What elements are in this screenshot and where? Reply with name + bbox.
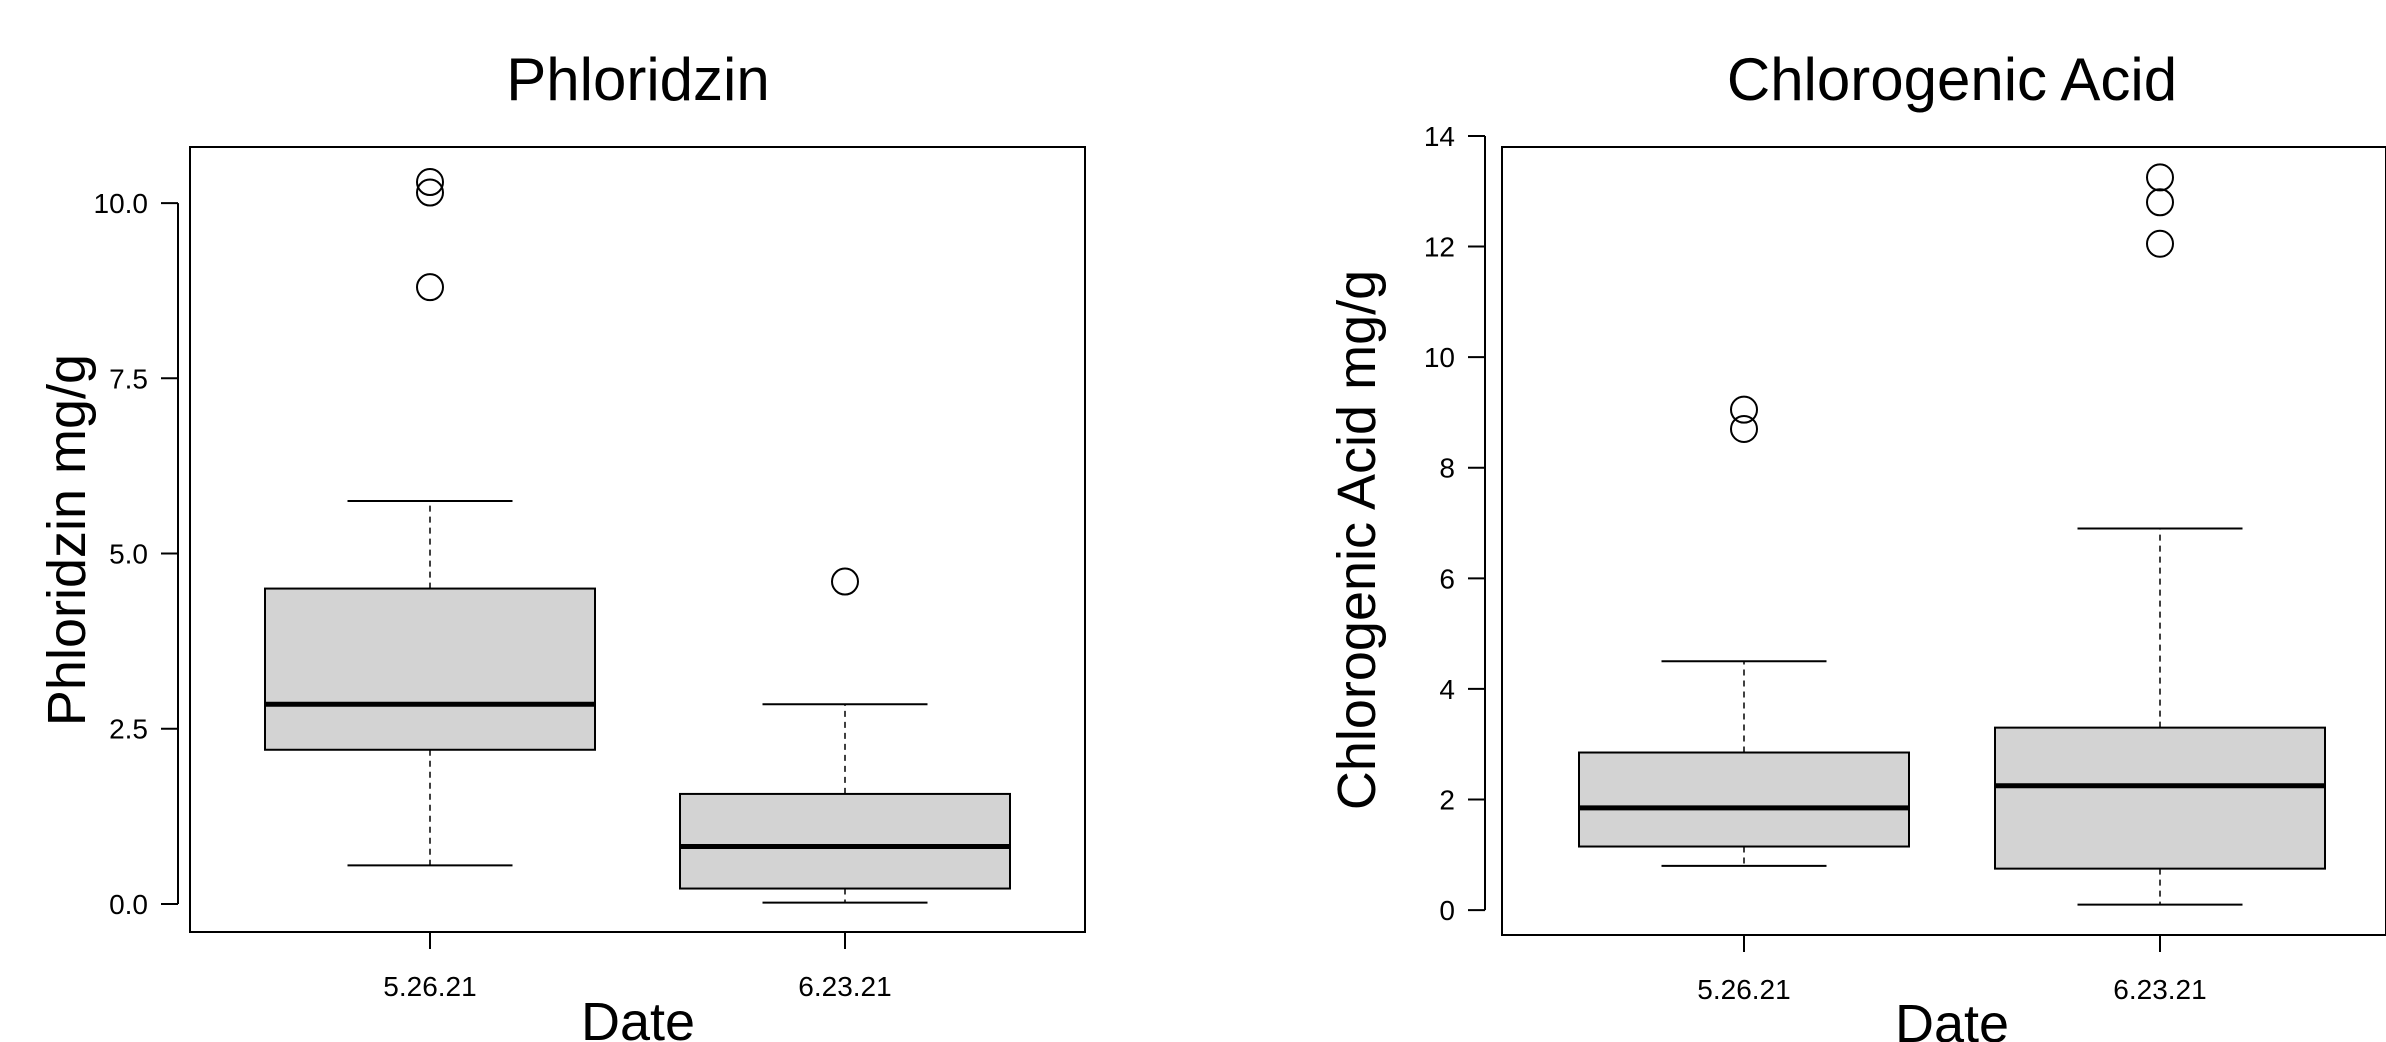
y-tick-label: 0: [1439, 895, 1455, 926]
y-tick-label: 5.0: [109, 539, 148, 570]
plot-frame: [1501, 146, 2386, 936]
y-axis-title: Phloridzin mg/g: [37, 354, 97, 726]
outlier-point: [416, 273, 444, 302]
y-tick-label: 0.0: [109, 889, 148, 920]
x-tick-label: 5.26.21: [1697, 974, 1790, 1005]
outlier-point: [416, 178, 444, 207]
y-tick-label: 10: [1424, 342, 1455, 373]
y-tick-label: 12: [1424, 232, 1455, 263]
outlier-point: [2146, 163, 2174, 192]
chart-panel-1: Phloridzin 0.0 2.5 5.0 7.5 10.0 Phloridzin mg/…: [37, 46, 1086, 1042]
outlier-point: [831, 567, 859, 596]
outlier-point: [416, 168, 444, 197]
x-axis-title: Date: [581, 992, 695, 1042]
y-tick-label: 2: [1439, 785, 1455, 816]
x-tick-label: 6.23.21: [798, 971, 891, 1002]
x-axis-title: Date: [1895, 994, 2009, 1042]
plot-frame: [189, 146, 1086, 933]
y-tick-label: 4: [1439, 674, 1455, 705]
outlier-point: [2146, 188, 2174, 217]
box-5.26.21: [1578, 395, 1910, 867]
chart-title: Phloridzin: [506, 46, 769, 113]
iqr-box: [679, 792, 1011, 890]
outlier-point: [2146, 229, 2174, 258]
box-6.23.21: [679, 567, 1011, 904]
y-tick-label: 8: [1439, 453, 1455, 484]
iqr-box: [264, 587, 596, 751]
iqr-box: [1994, 726, 2326, 870]
outlier-point: [1730, 415, 1758, 444]
y-tick-label: 2.5: [109, 714, 148, 745]
chart-title: Chlorogenic Acid: [1727, 46, 2177, 113]
x-tick-label: 5.26.21: [383, 971, 476, 1002]
y-tick-label: 7.5: [109, 363, 148, 394]
y-tick-label: 10.0: [94, 188, 149, 219]
iqr-box: [1578, 751, 1910, 848]
y-tick-label: 6: [1439, 563, 1455, 594]
y-tick-label: 14: [1424, 121, 1455, 152]
box-6.23.21: [1994, 163, 2326, 906]
box-5.26.21: [264, 168, 596, 867]
outlier-point: [1730, 395, 1758, 424]
chart-panel-2: Chlorogenic Acid 0 2 4 6 8 10 12 14 Chlorogenic A…: [1327, 46, 2386, 1042]
x-tick-label: 6.23.21: [2113, 974, 2206, 1005]
y-axis-title: Chlorogenic Acid mg/g: [1327, 270, 1387, 810]
